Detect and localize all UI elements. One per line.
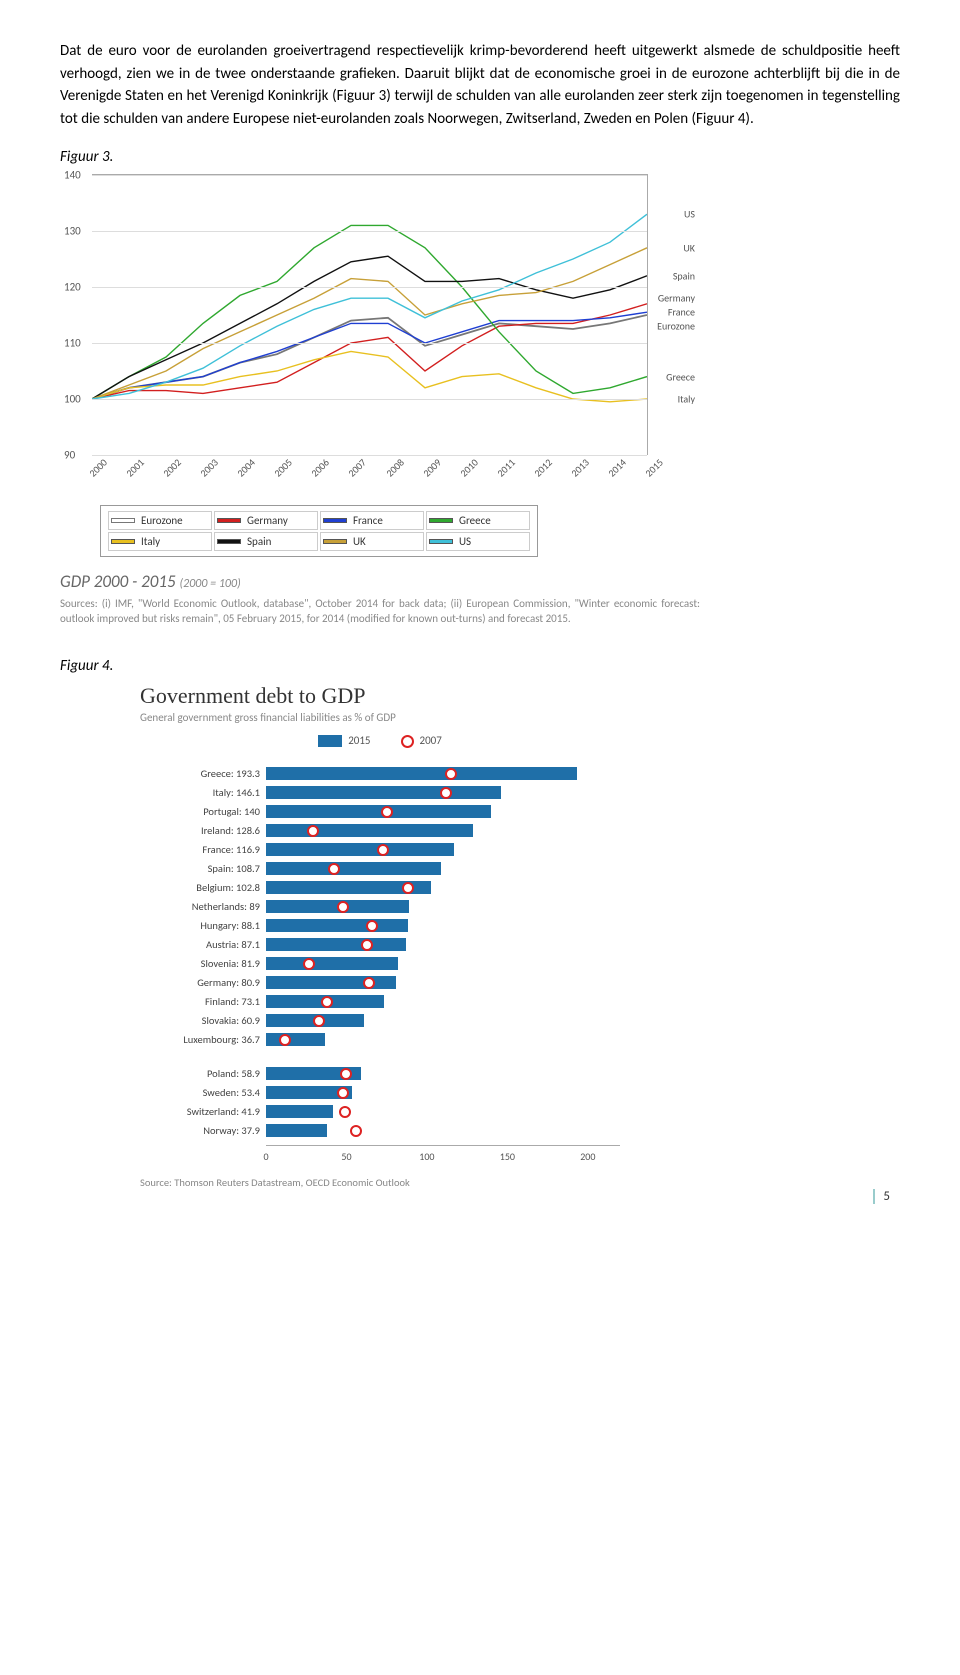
- figure4-bar-row: Switzerland: 41.9: [140, 1103, 620, 1121]
- figure4-bar-row: France: 116.9: [140, 841, 620, 859]
- figure4-bar-row: Italy: 146.1: [140, 784, 620, 802]
- figure3-legend-item: US: [426, 532, 530, 551]
- figure3-label: Figuur 3.: [60, 148, 900, 166]
- figure4-debt-chart: Government debt to GDP General governmen…: [140, 683, 620, 1189]
- figure4-bar-row: Sweden: 53.4: [140, 1084, 620, 1102]
- figure4-bar-row: Ireland: 128.6: [140, 822, 620, 840]
- figure3-series-label: Spain: [673, 269, 695, 282]
- figure3-xtick: 2005: [272, 456, 296, 480]
- figure4-bar-row: Austria: 87.1: [140, 936, 620, 954]
- figure4-bar-row: Luxembourg: 36.7: [140, 1031, 620, 1049]
- figure3-ytick: 110: [64, 337, 81, 350]
- figure3-xtick: 2004: [235, 456, 259, 480]
- figure3-xtick: 2003: [198, 456, 222, 480]
- figure4-bar-row: Finland: 73.1: [140, 993, 620, 1011]
- figure4-bar-row: Slovakia: 60.9: [140, 1012, 620, 1030]
- figure4-source: Source: Thomson Reuters Datastream, OECD…: [140, 1176, 620, 1189]
- figure3-xtick: 2014: [605, 456, 629, 480]
- figure4-bar-row: Greece: 193.3: [140, 765, 620, 783]
- figure3-legend-item: UK: [320, 532, 424, 551]
- figure3-xtick: 2012: [531, 456, 555, 480]
- figure3-series-label: Eurozone: [657, 320, 695, 333]
- figure3-xtick: 2009: [420, 456, 444, 480]
- figure3-xtick: 2008: [383, 456, 407, 480]
- figure4-bar-row: Portugal: 140: [140, 803, 620, 821]
- figure4-bar-row: Slovenia: 81.9: [140, 955, 620, 973]
- figure3-xtick: 2001: [123, 456, 147, 480]
- figure3-ytick: 140: [64, 169, 81, 182]
- figure4-xtick: 100: [419, 1150, 434, 1163]
- figure4-xtick: 50: [341, 1150, 351, 1163]
- figure4-bar-row: Norway: 37.9: [140, 1122, 620, 1140]
- figure3-legend-item: France: [320, 511, 424, 530]
- figure3-ytick: 130: [64, 225, 81, 238]
- page-number: 5: [873, 1189, 890, 1204]
- figure3-ytick: 90: [64, 449, 75, 462]
- figure3-xtick: 2010: [457, 456, 481, 480]
- figure4-xtick: 0: [263, 1150, 268, 1163]
- figure3-xtick: 2002: [160, 456, 184, 480]
- figure3-xtick: 2015: [642, 456, 666, 480]
- figure4-label: Figuur 4.: [60, 657, 900, 675]
- figure3-series-label: Germany: [658, 292, 695, 305]
- figure3-series-label: UK: [683, 241, 695, 254]
- figure3-legend-item: Germany: [214, 511, 318, 530]
- intro-paragraph: Dat de euro voor de eurolanden groeivert…: [60, 40, 900, 130]
- figure4-bar-row: Germany: 80.9: [140, 974, 620, 992]
- figure3-legend-item: Eurozone: [108, 511, 212, 530]
- figure3-legend-item: Italy: [108, 532, 212, 551]
- figure3-legend-item: Spain: [214, 532, 318, 551]
- figure4-title: Government debt to GDP: [140, 683, 620, 709]
- figure3-sources: Sources: (i) IMF, "World Economic Outloo…: [60, 596, 700, 627]
- figure4-bar-row: Belgium: 102.8: [140, 879, 620, 897]
- figure4-xtick: 150: [500, 1150, 515, 1163]
- figure3-gdp-chart: 90100110120130140USUKSpainGermanyFranceE…: [60, 174, 700, 627]
- figure3-series-label: US: [684, 208, 695, 221]
- figure3-xtick: 2000: [86, 456, 110, 480]
- figure4-bar-row: Netherlands: 89: [140, 898, 620, 916]
- figure3-ytick: 120: [64, 281, 81, 294]
- figure3-xtick: 2011: [494, 456, 518, 480]
- figure4-xtick: 200: [580, 1150, 595, 1163]
- figure4-bar-row: Poland: 58.9: [140, 1065, 620, 1083]
- figure3-title: GDP 2000 - 2015 (2000 = 100): [60, 571, 700, 592]
- figure4-bar-row: Spain: 108.7: [140, 860, 620, 878]
- figure4-bar-row: Hungary: 88.1: [140, 917, 620, 935]
- figure3-series-label: France: [668, 306, 695, 319]
- figure3-xtick: 2006: [309, 456, 333, 480]
- figure4-subtitle: General government gross financial liabi…: [140, 711, 620, 724]
- figure3-legend: EurozoneGermanyFranceGreece ItalySpainUKU…: [100, 505, 538, 557]
- figure3-ytick: 100: [64, 393, 81, 406]
- figure4-legend: 2015 2007: [140, 734, 620, 748]
- figure3-series-label: Greece: [666, 370, 695, 383]
- figure3-xtick: 2007: [346, 456, 370, 480]
- figure3-xtick: 2013: [568, 456, 592, 480]
- figure3-legend-item: Greece: [426, 511, 530, 530]
- figure3-series-label: Italy: [678, 393, 695, 406]
